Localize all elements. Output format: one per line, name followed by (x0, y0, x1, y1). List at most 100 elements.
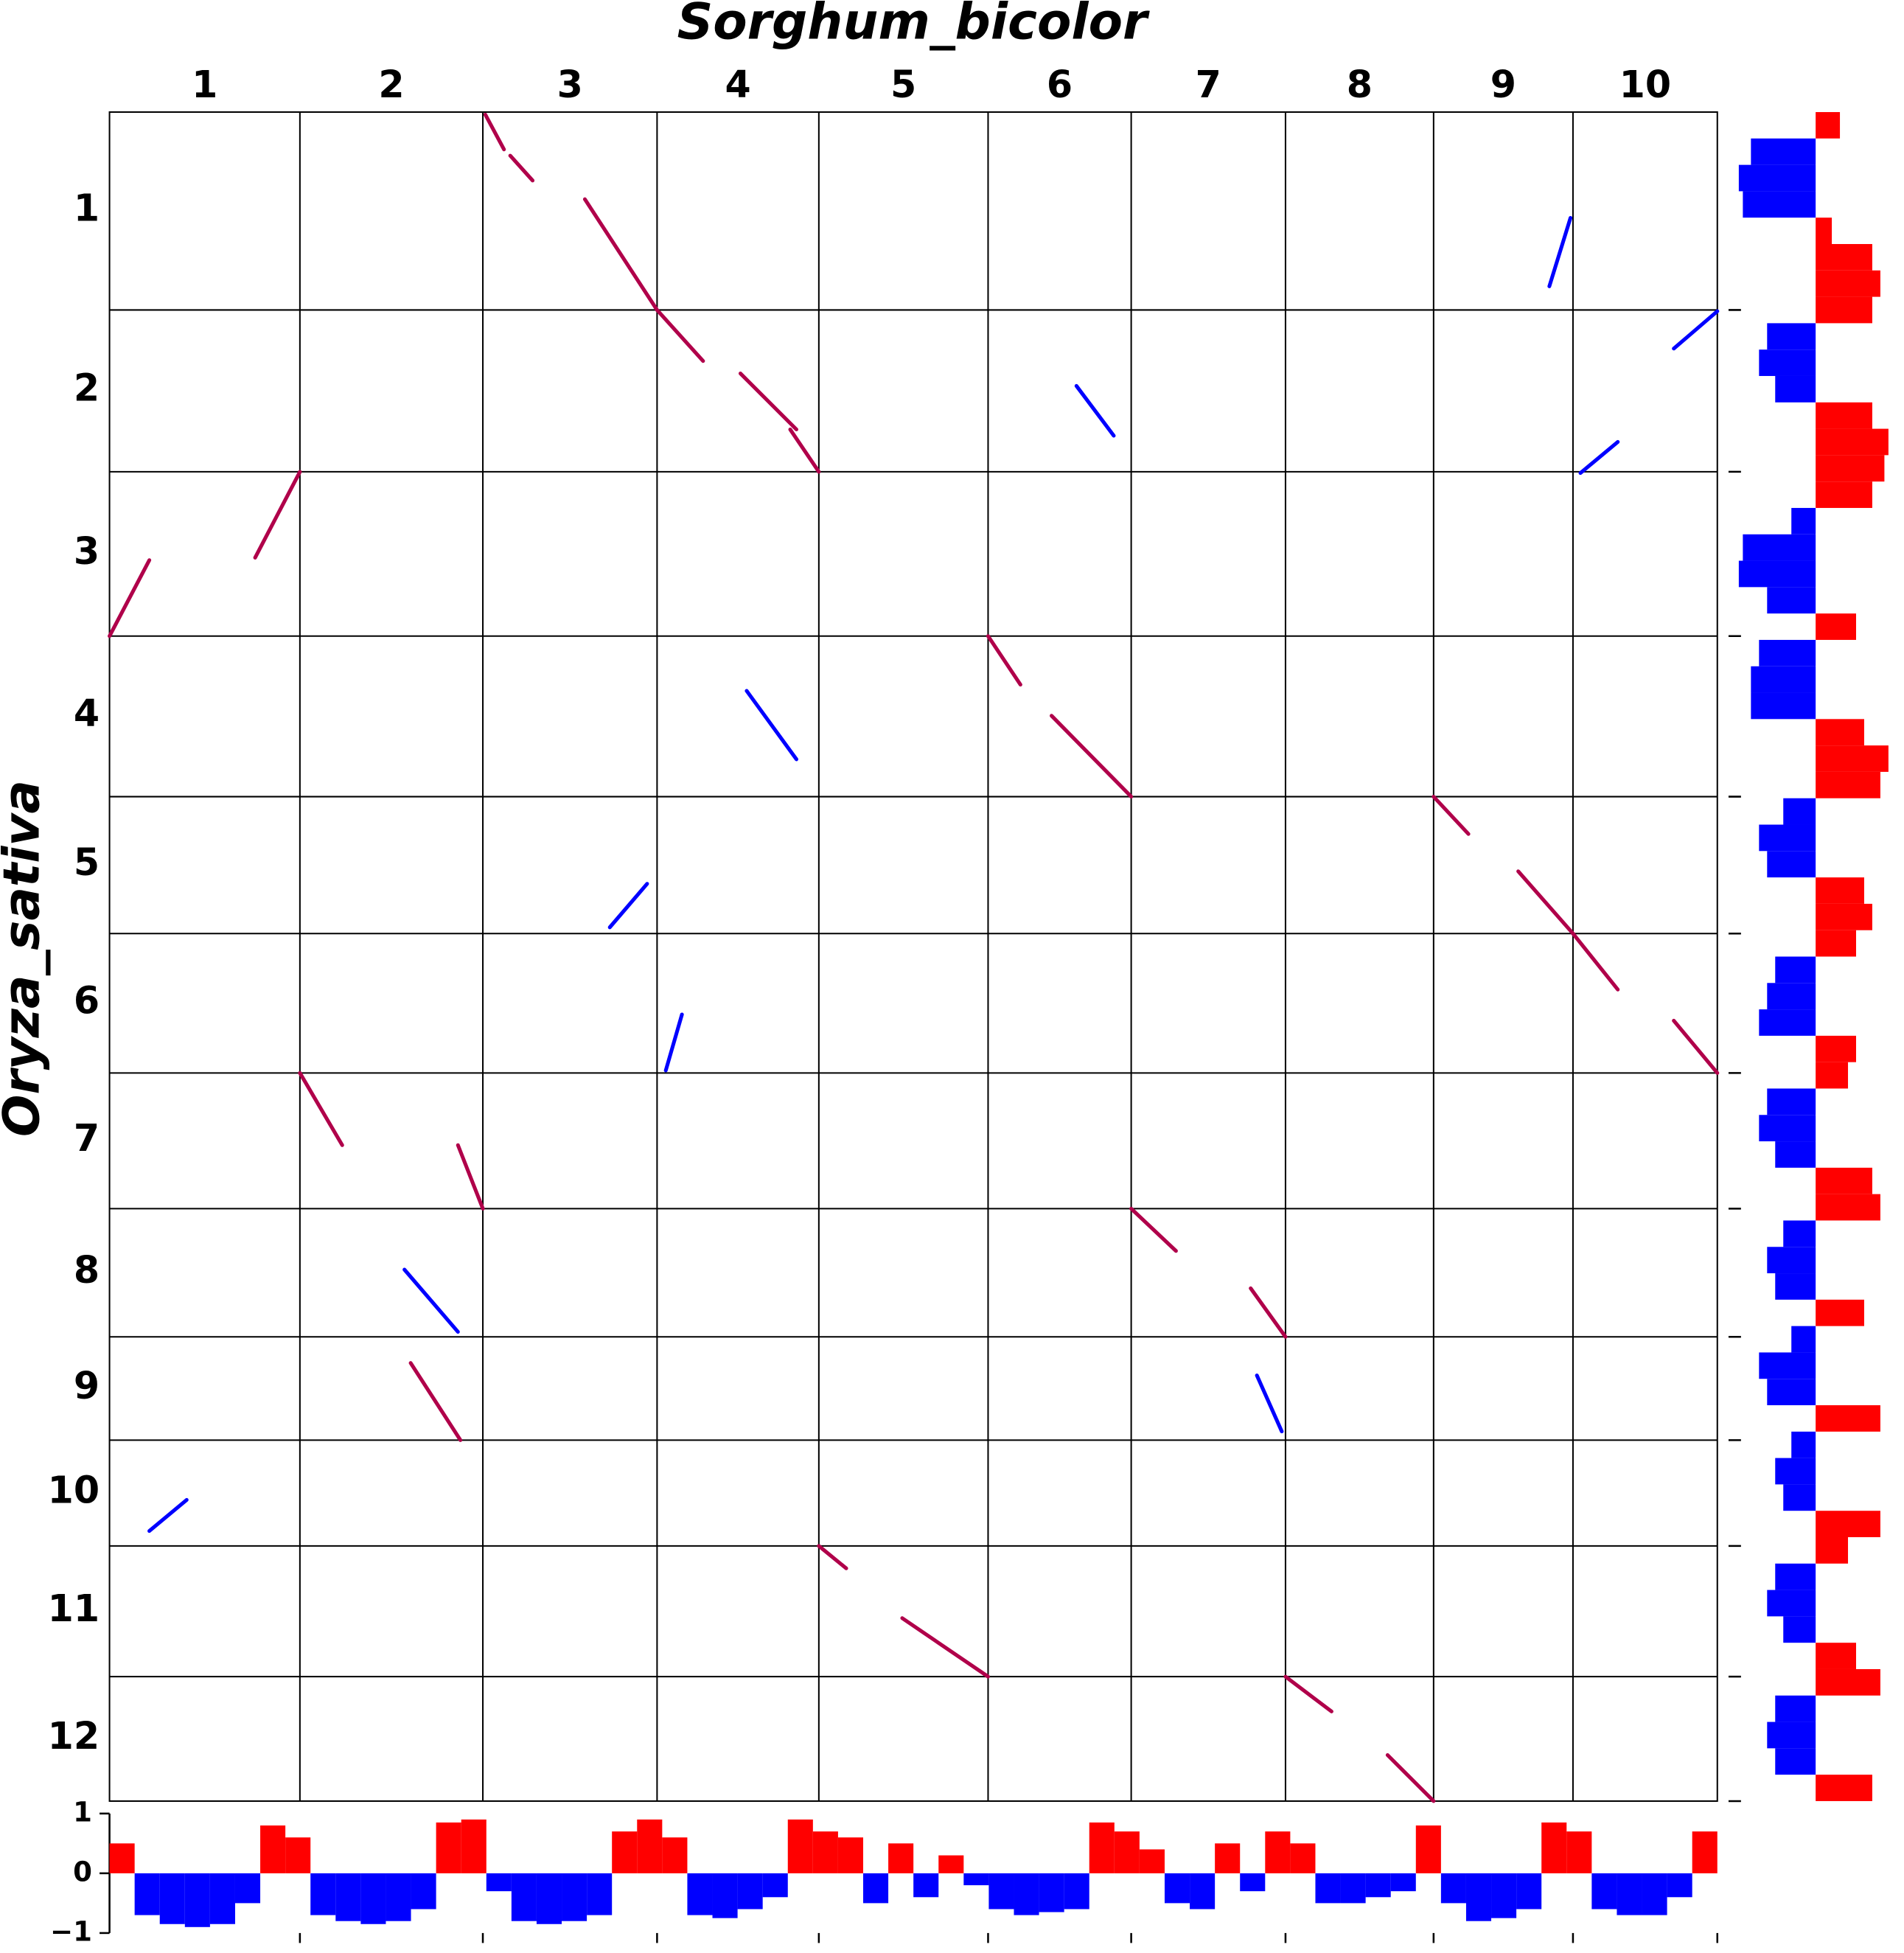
bottom-bar (1340, 1873, 1366, 1904)
right-bar (1816, 1775, 1872, 1801)
bottom-bar (1491, 1873, 1517, 1918)
bottom-bar (1190, 1873, 1216, 1910)
bottom-bar (637, 1819, 663, 1873)
right-bar (1816, 296, 1872, 324)
syntenic-segment (408, 1361, 463, 1442)
right-bar (1738, 164, 1816, 192)
bottom-bar (1415, 1825, 1441, 1873)
right-bar (1791, 1431, 1816, 1458)
bottom-bar (1541, 1822, 1567, 1873)
bottom-bar (234, 1873, 261, 1904)
syntenic-segment (1129, 1206, 1178, 1253)
bottom-bar (1667, 1873, 1692, 1898)
other-segment (607, 882, 649, 930)
bottom-bar (134, 1873, 160, 1915)
row-label: 8 (74, 1248, 100, 1292)
right-bar (1783, 1616, 1816, 1643)
right-bar (1775, 1748, 1816, 1775)
row-label: 5 (74, 840, 100, 884)
bottom-bar (812, 1831, 838, 1873)
right-bar (1816, 1167, 1872, 1194)
right-bar (1816, 428, 1889, 456)
bottom-bar (1014, 1873, 1039, 1915)
right-bar (1775, 1273, 1816, 1300)
bottom-bar (1089, 1822, 1115, 1873)
column-label: 9 (1490, 63, 1516, 106)
column-label: 8 (1347, 63, 1373, 106)
right-bar (1816, 1668, 1880, 1696)
y-axis-title: Oryza_sativa (0, 780, 50, 1137)
plot-frame (108, 111, 1718, 1802)
row-label: 2 (74, 366, 100, 410)
right-bar (1759, 824, 1816, 852)
right-bar (1816, 613, 1857, 640)
syntenic-segment (108, 558, 152, 638)
bottom-bar (737, 1873, 763, 1910)
syntenic-segment (1672, 1018, 1720, 1075)
other-segment (147, 1497, 189, 1533)
row-label: 12 (48, 1714, 100, 1758)
right-bar (1767, 983, 1816, 1010)
right-bar (1743, 191, 1816, 218)
right-bar (1767, 1247, 1816, 1274)
row-label: 3 (74, 529, 100, 573)
other-segment (1547, 215, 1573, 288)
right-bar (1759, 639, 1816, 666)
syntenic-segment (817, 1544, 848, 1570)
bottom-bar (209, 1873, 235, 1924)
bottom-bar (1440, 1873, 1466, 1904)
bottom-bar (1617, 1873, 1642, 1915)
bottom-bar (360, 1873, 386, 1924)
syntenic-segment (1571, 931, 1620, 992)
bottom-bar (1516, 1873, 1542, 1910)
bottom-bar (1064, 1873, 1089, 1910)
right-bar (1816, 877, 1864, 904)
right-bar (1816, 1194, 1880, 1221)
bottom-bar (335, 1873, 361, 1921)
right-bar (1816, 402, 1872, 429)
bottom-bar (1290, 1843, 1316, 1873)
right-bar (1759, 1009, 1816, 1036)
right-bar (1775, 1458, 1816, 1485)
bottom-bar (511, 1873, 537, 1921)
right-bar (1775, 1695, 1816, 1722)
column-label: 6 (1047, 63, 1073, 106)
bottom-bar (837, 1837, 864, 1873)
right-bar (1738, 560, 1816, 588)
right-bar (1759, 349, 1816, 376)
right-bar (1816, 771, 1880, 798)
right-bar (1767, 1379, 1816, 1406)
column-label: 5 (890, 63, 916, 106)
right-bar (1767, 1590, 1816, 1617)
chart-title: Sorghum_bicolor (677, 0, 1150, 50)
column-label: 10 (1619, 63, 1671, 106)
right-bar (1775, 956, 1816, 984)
bottom-bar (562, 1873, 587, 1921)
right-bar (1816, 930, 1857, 957)
other-segment (402, 1267, 460, 1334)
right-bar (1783, 1220, 1816, 1247)
right-bar (1767, 587, 1816, 614)
row-label: 6 (74, 978, 100, 1022)
right-bar (1816, 112, 1841, 139)
right-bar (1816, 1299, 1864, 1326)
bottom-bar (662, 1837, 688, 1873)
bottom-bar (486, 1873, 512, 1892)
bottom-bar (888, 1843, 914, 1873)
right-bar (1775, 375, 1816, 403)
right-bar (1816, 1643, 1857, 1669)
column-label: 7 (1196, 63, 1221, 106)
bottom-bar (1265, 1831, 1291, 1873)
bottom-bar (260, 1825, 286, 1873)
right-bar (1775, 1563, 1816, 1590)
column-label: 3 (557, 63, 583, 106)
syntenic-segment (986, 634, 1022, 687)
syntenic-segment (1385, 1752, 1436, 1803)
syntenic-segment (788, 427, 821, 474)
column-label: 4 (725, 63, 751, 106)
right-bar (1767, 323, 1816, 350)
right-bar (1816, 243, 1872, 271)
bottom-bar (863, 1873, 889, 1904)
bottom-bar (787, 1819, 813, 1873)
